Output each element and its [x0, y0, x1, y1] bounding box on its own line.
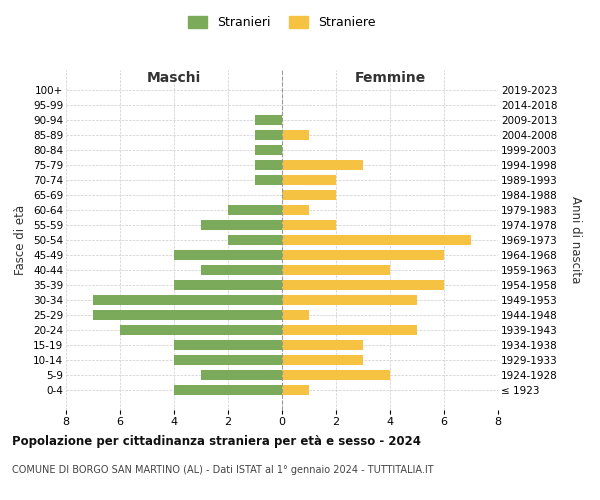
- Bar: [282, 250, 444, 260]
- Text: Femmine: Femmine: [355, 72, 425, 86]
- Bar: [228, 205, 282, 215]
- Bar: [174, 250, 282, 260]
- Legend: Stranieri, Straniere: Stranieri, Straniere: [184, 11, 380, 34]
- Bar: [282, 280, 444, 290]
- Bar: [282, 205, 309, 215]
- Y-axis label: Anni di nascita: Anni di nascita: [569, 196, 581, 284]
- Bar: [174, 355, 282, 364]
- Bar: [282, 340, 363, 349]
- Bar: [255, 176, 282, 185]
- Bar: [282, 370, 390, 380]
- Bar: [93, 310, 282, 320]
- Bar: [174, 340, 282, 349]
- Bar: [282, 130, 309, 140]
- Bar: [255, 146, 282, 155]
- Text: Maschi: Maschi: [147, 72, 201, 86]
- Bar: [228, 235, 282, 245]
- Bar: [120, 325, 282, 334]
- Bar: [282, 295, 417, 304]
- Y-axis label: Fasce di età: Fasce di età: [14, 205, 28, 275]
- Bar: [255, 116, 282, 125]
- Bar: [282, 310, 309, 320]
- Bar: [282, 355, 363, 364]
- Bar: [282, 325, 417, 334]
- Bar: [282, 265, 390, 275]
- Bar: [282, 160, 363, 170]
- Bar: [93, 295, 282, 304]
- Bar: [201, 220, 282, 230]
- Bar: [174, 385, 282, 394]
- Bar: [282, 220, 336, 230]
- Bar: [255, 160, 282, 170]
- Bar: [282, 176, 336, 185]
- Bar: [174, 280, 282, 290]
- Text: COMUNE DI BORGO SAN MARTINO (AL) - Dati ISTAT al 1° gennaio 2024 - TUTTITALIA.IT: COMUNE DI BORGO SAN MARTINO (AL) - Dati …: [12, 465, 434, 475]
- Bar: [282, 385, 309, 394]
- Bar: [282, 190, 336, 200]
- Bar: [282, 235, 471, 245]
- Bar: [201, 265, 282, 275]
- Bar: [201, 370, 282, 380]
- Bar: [255, 130, 282, 140]
- Text: Popolazione per cittadinanza straniera per età e sesso - 2024: Popolazione per cittadinanza straniera p…: [12, 435, 421, 448]
